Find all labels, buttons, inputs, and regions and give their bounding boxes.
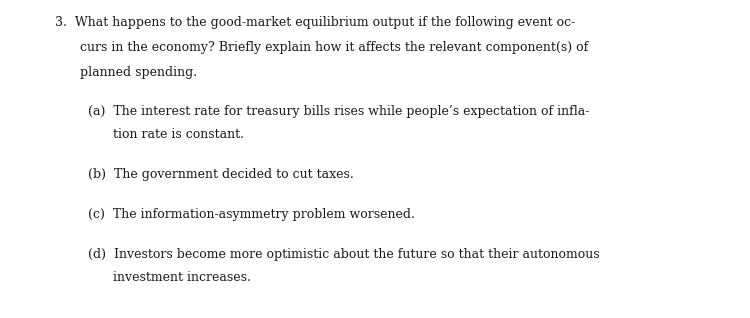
Text: curs in the economy? Briefly explain how it affects the relevant component(s) of: curs in the economy? Briefly explain how… (80, 41, 588, 54)
Text: investment increases.: investment increases. (113, 271, 251, 284)
Text: planned spending.: planned spending. (80, 66, 197, 79)
Text: (b)  The government decided to cut taxes.: (b) The government decided to cut taxes. (88, 168, 354, 181)
Text: (a)  The interest rate for treasury bills rises while people’s expectation of in: (a) The interest rate for treasury bills… (88, 105, 590, 118)
Text: (d)  Investors become more optimistic about the future so that their autonomous: (d) Investors become more optimistic abo… (88, 248, 600, 261)
Text: (c)  The information-asymmetry problem worsened.: (c) The information-asymmetry problem wo… (88, 208, 415, 221)
Text: tion rate is constant.: tion rate is constant. (113, 128, 244, 141)
Text: 3.  What happens to the good-market equilibrium output if the following event oc: 3. What happens to the good-market equil… (55, 16, 575, 29)
